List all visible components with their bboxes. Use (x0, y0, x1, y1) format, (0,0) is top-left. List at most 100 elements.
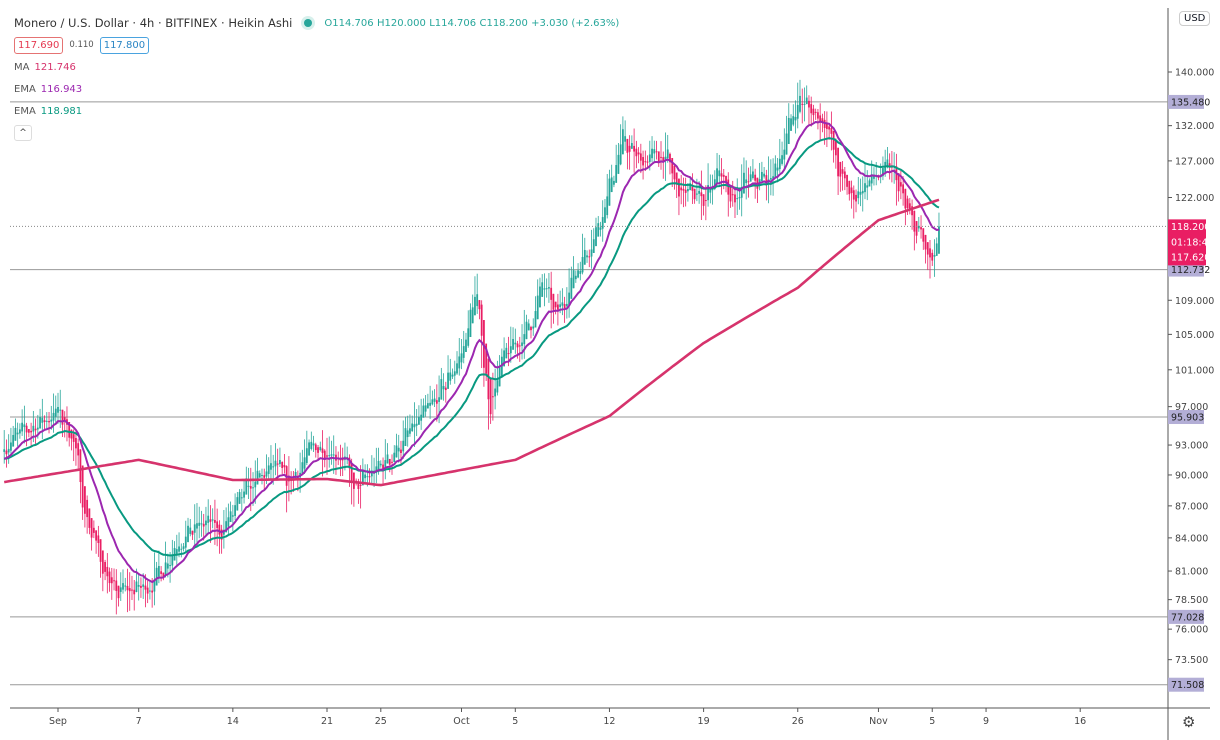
candle-body (449, 372, 452, 381)
candle-body (615, 165, 618, 183)
candle-body (644, 161, 647, 163)
candle-body (281, 462, 284, 468)
candle-body (512, 338, 514, 350)
time-tick-label: 25 (375, 716, 387, 727)
candle-body (720, 173, 723, 177)
candle-body (420, 414, 423, 421)
candle-body (198, 522, 201, 526)
chevron-up-icon[interactable]: ^ (14, 125, 32, 141)
indicator-ma[interactable]: MA 121.746 (14, 56, 619, 78)
candle-body (758, 179, 761, 184)
currency-button[interactable]: USD (1179, 11, 1211, 26)
candle-body (763, 173, 766, 177)
candle-body (583, 249, 586, 265)
price-tick-label: 81.000 (1175, 567, 1208, 578)
candle-body (597, 223, 600, 237)
candle-body (72, 434, 75, 442)
candle-body (666, 149, 669, 159)
ma-price-text: 117.620 (1171, 252, 1210, 263)
candle-body (487, 358, 490, 400)
candle-body (790, 118, 792, 131)
candle-body (530, 326, 532, 331)
gear-icon[interactable]: ⚙ (1182, 713, 1196, 731)
candle-body (781, 155, 783, 164)
candle-body (812, 108, 815, 116)
level-price-label (1168, 410, 1204, 425)
candle-body (882, 168, 884, 177)
candle-body (902, 184, 905, 194)
candle-body (852, 190, 855, 200)
candle-body (897, 173, 900, 192)
candle-body (527, 323, 530, 331)
candle-body (326, 455, 328, 457)
buy-button[interactable]: 117.800 (99, 36, 150, 54)
candle-body (489, 378, 492, 415)
candle-body (36, 427, 39, 430)
candle-body (680, 187, 683, 191)
ema-fast-line (3, 120, 940, 584)
candle-body (171, 555, 174, 566)
candle-body (577, 270, 579, 278)
candle-body (922, 228, 925, 242)
symbol-title[interactable]: Monero / U.S. Dollar · 4h · BITFINEX · H… (14, 16, 293, 30)
candle-body (563, 304, 566, 309)
candle-body (682, 188, 685, 191)
candle-body (648, 154, 651, 162)
ohlc-open: O114.706 (324, 17, 374, 29)
candle-body (617, 154, 620, 174)
candle-body (196, 523, 198, 529)
candle-body (247, 485, 250, 487)
candle-body (938, 226, 940, 254)
candle-body (825, 123, 828, 129)
last-price-label (1168, 219, 1206, 266)
candle-body (117, 585, 120, 599)
candle-body (799, 95, 801, 112)
candle-body (752, 171, 754, 178)
candle-body (397, 447, 400, 452)
candle-body (572, 270, 575, 289)
spread: 0.110 (69, 40, 94, 50)
time-tick-label: 16 (1074, 716, 1086, 727)
candle-body (270, 463, 272, 470)
market-status-icon (304, 19, 313, 27)
candle-body (391, 461, 393, 463)
candle-body (14, 427, 17, 441)
ma-line (3, 198, 940, 487)
candle-body (384, 460, 387, 467)
candle-body (673, 165, 676, 180)
level-price-text: 71.508 (1171, 680, 1204, 691)
candle-body (453, 371, 456, 376)
candle-body (859, 191, 862, 195)
candle-body (873, 174, 875, 179)
candle-body (695, 193, 698, 195)
candle-body (783, 149, 786, 160)
candle-body (559, 304, 562, 308)
indicator-ema-slow[interactable]: EMA 118.981 (14, 100, 619, 122)
candle-body (99, 539, 102, 562)
candle-body (920, 227, 922, 230)
price-tick-label: 90.000 (1175, 470, 1208, 481)
candle-body (319, 446, 322, 451)
candle-body (3, 449, 6, 452)
candle-body (837, 147, 839, 177)
candle-body (478, 300, 481, 310)
candle-body (84, 486, 86, 514)
indicator-ema-fast[interactable]: EMA 116.943 (14, 78, 619, 100)
candle-body (274, 460, 277, 467)
candle-body (23, 424, 26, 428)
level-price-text: 77.028 (1171, 612, 1204, 623)
candle-body (162, 572, 165, 577)
candle-body (904, 188, 907, 209)
candle-body (115, 580, 118, 591)
candle-body (700, 192, 703, 197)
sell-button[interactable]: 117.690 (14, 36, 64, 54)
candle-body (202, 523, 205, 527)
candle-body (415, 423, 418, 426)
level-price-label (1168, 677, 1204, 692)
candle-body (595, 227, 597, 247)
candle-body (353, 472, 355, 489)
candle-body (77, 443, 80, 456)
candle-body (193, 524, 196, 533)
candle-body (601, 217, 604, 229)
